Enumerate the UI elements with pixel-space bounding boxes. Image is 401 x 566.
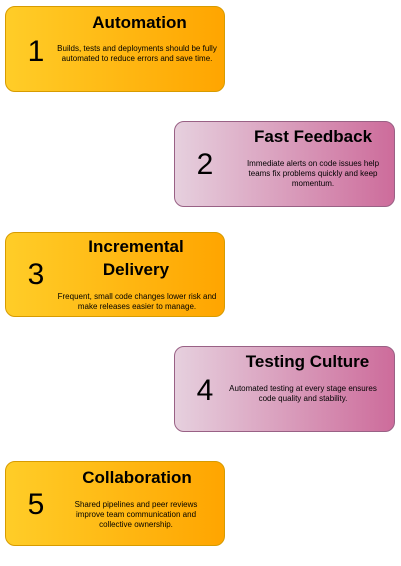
card-description: Builds, tests and deployments should be … <box>57 44 217 63</box>
card-incremental-delivery: 3 Incremental Delivery Frequent, small c… <box>5 232 225 317</box>
card-title: Collaboration <box>82 468 192 487</box>
card-description: Automated testing at every stage ensures… <box>229 384 377 403</box>
card-title: Automation <box>92 13 187 32</box>
card-testing-culture: 4 Testing Culture Automated testing at e… <box>174 346 395 432</box>
card-title: Incremental Delivery <box>88 237 184 279</box>
step-number: 1 <box>27 35 45 68</box>
card-collaboration: 5 Collaboration Shared pipelines and pee… <box>5 461 225 546</box>
step-number: 5 <box>27 488 45 521</box>
card-description: Immediate alerts on code issues help tea… <box>246 159 380 188</box>
card-description: Shared pipelines and peer reviews improv… <box>74 500 198 529</box>
card-description: Frequent, small code changes lower risk … <box>57 292 217 311</box>
card-automation: 1 Automation Builds, tests and deploymen… <box>5 6 225 92</box>
card-title: Testing Culture <box>245 352 370 371</box>
card-title: Fast Feedback <box>253 127 373 146</box>
step-number: 2 <box>196 148 214 181</box>
card-fast-feedback: 2 Fast Feedback Immediate alerts on code… <box>174 121 395 207</box>
step-number: 3 <box>27 258 45 291</box>
step-number: 4 <box>196 374 214 407</box>
